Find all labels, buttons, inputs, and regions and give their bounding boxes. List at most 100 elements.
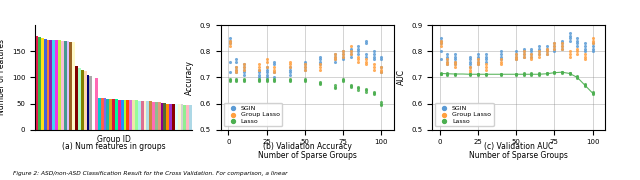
Bar [132,100,135,130]
Point [338,77,348,80]
Point [588,93,598,96]
Point [442,73,452,75]
Point [496,73,506,76]
Point [346,55,356,58]
Point [369,63,379,66]
Point [526,58,536,60]
Point [465,71,476,74]
Point [436,72,446,75]
Point [450,60,460,63]
Bar [100,98,104,130]
Point [564,32,575,35]
Point [436,72,446,75]
Bar [147,101,149,130]
Point [580,50,590,53]
Point [580,83,590,86]
Point [557,42,567,45]
Point [361,55,371,58]
Bar [161,103,163,130]
Point [465,63,476,66]
Point [254,78,264,81]
Point [580,47,590,50]
Point [572,76,582,79]
Point [450,66,460,68]
Point [269,68,280,71]
Point [231,66,241,68]
Point [549,45,559,48]
Point [225,39,235,42]
Point [549,47,559,50]
Point [300,66,310,68]
Point [262,71,272,74]
Point [269,71,280,74]
Point [285,73,295,76]
Point [254,73,264,76]
Point [369,92,379,94]
Point [572,74,582,77]
Point [526,55,536,58]
Bar [186,105,189,130]
Point [300,66,310,68]
Point [557,45,567,48]
Point [376,71,387,74]
Point [450,63,460,66]
Bar [141,101,143,130]
Point [346,45,356,48]
Point [442,55,452,58]
Point [564,39,575,42]
Point [473,63,483,66]
Point [588,92,598,94]
Point [549,45,559,48]
Point [269,71,280,74]
Point [572,45,582,48]
Bar [95,78,98,130]
Point [549,47,559,50]
Point [526,55,536,58]
Point [285,63,295,66]
Point [511,58,521,60]
Point [572,47,582,50]
Point [262,68,272,71]
Point [376,102,387,105]
Point [518,53,529,55]
Point [330,55,340,58]
Bar [92,77,95,130]
Point [465,73,476,76]
Point [225,37,235,40]
Point [588,39,598,42]
Bar [163,103,166,130]
Point [473,58,483,60]
Point [239,68,249,71]
Point [580,53,590,55]
Bar [35,36,38,130]
Text: (c) Validation AUC: (c) Validation AUC [484,142,553,151]
Point [557,47,567,50]
Point [369,93,379,96]
Point [262,79,272,82]
Point [361,89,371,92]
Point [564,34,575,37]
Point [534,73,544,76]
Point [465,66,476,68]
Legend: SGIN, Group Lasso, Lasso: SGIN, Group Lasso, Lasso [435,103,493,127]
Point [526,73,536,76]
Point [239,79,249,82]
Point [588,42,598,45]
Point [518,47,529,50]
Point [353,87,364,90]
Text: (a) Num features in groups: (a) Num features in groups [62,142,166,151]
Point [315,81,325,84]
Point [442,63,452,66]
Point [588,45,598,48]
Bar [98,98,100,130]
Bar [180,104,184,130]
Point [436,39,446,42]
Point [526,73,536,75]
Point [353,58,364,60]
Point [330,85,340,88]
Bar [166,103,169,130]
Point [285,68,295,71]
Point [580,55,590,58]
Point [254,71,264,74]
Point [231,71,241,74]
